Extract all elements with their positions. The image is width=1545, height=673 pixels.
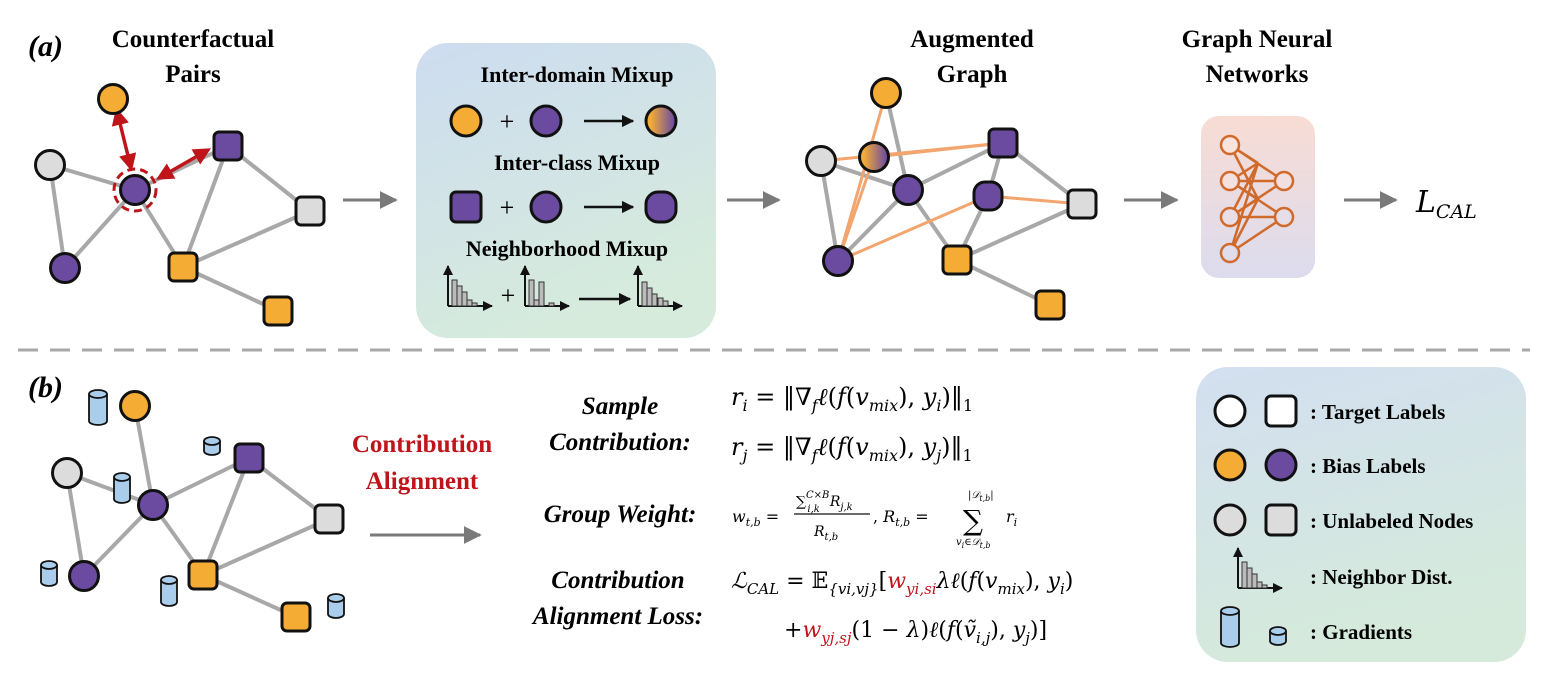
- gnn-title-line2: Networks: [1206, 61, 1309, 88]
- augmented-mixed-edges: [820, 92, 1083, 263]
- counterfactual-graph-nodes: [34, 83, 326, 327]
- contribution-alignment-line2: Alignment: [366, 468, 479, 495]
- inter-class-mixup-label: Inter-class Mixup: [494, 150, 660, 175]
- mixup-box: [416, 43, 716, 338]
- gradient-cylinders: [40, 389, 345, 619]
- inter-class-row: +: [449, 190, 678, 224]
- svg-text:rj = ‖∇fℓ(f(vmix), yj)‖1: rj = ‖∇fℓ(f(vmix), yj)‖1: [731, 433, 973, 465]
- gnn-title-line1: Graph Neural: [1182, 26, 1333, 53]
- counterfactual-graph-edges: [48, 144, 312, 313]
- counterfactual-title-line1: Counterfactual: [112, 26, 275, 53]
- node-purple-square: [212, 130, 244, 162]
- inter-domain-row: +: [449, 104, 678, 138]
- panel-a-tag: (a): [28, 30, 63, 63]
- group-weight-label: Group Weight:: [544, 501, 697, 528]
- svg-text:: Target Labels: : Target Labels: [1310, 400, 1445, 424]
- svg-text:: Unlabeled Nodes: : Unlabeled Nodes: [1310, 509, 1473, 533]
- bias-graph-nodes: [51, 390, 345, 633]
- svg-text:Rt,b: Rt,b: [813, 524, 838, 543]
- formula-cal-loss: ℒCAL = 𝔼{vi,vj}[wyi,siλℓ(f(vmix), yi) +w…: [731, 569, 1073, 647]
- formula-group-weight: wt,b = ∑C×B i,k Rj,k Rt,b , Rt,b = |𝒟t,b| …: [732, 490, 1017, 550]
- node-gray-square: [294, 195, 326, 227]
- mixed-node: [858, 141, 890, 173]
- svg-text:∑: ∑: [963, 504, 983, 537]
- loss-output: LCAL: [1415, 185, 1477, 223]
- mixed-node: [644, 104, 678, 138]
- anchor-dashed-ring: [112, 167, 158, 213]
- plus-sign: +: [500, 107, 515, 136]
- sample-contribution-label-line2: Contribution:: [549, 429, 691, 456]
- node-purple-circle-anchor: [119, 174, 151, 206]
- augmented-title-line2: Graph: [937, 61, 1008, 88]
- legend-target-labels: : Target Labels: [1213, 394, 1445, 428]
- gradient-icon-medium: [40, 560, 58, 587]
- formula-rj: rj = ‖∇fℓ(f(vmix), yj)‖1: [731, 433, 973, 465]
- inter-domain-mixup-label: Inter-domain Mixup: [481, 62, 674, 87]
- neighbor-dist-icon: [520, 265, 570, 311]
- panel-b-tag: (b): [28, 371, 63, 404]
- gradient-icon-medium: [327, 593, 345, 619]
- neighbor-dist-icon: [1233, 547, 1283, 593]
- svg-text:ri: ri: [1006, 507, 1017, 529]
- contribution-alignment-line1: Contribution: [352, 431, 492, 458]
- gradient-icon-medium: [113, 472, 131, 504]
- cal-loss-label-line2: Alignment Loss:: [531, 603, 703, 630]
- neighbor-dist-icon: [443, 265, 493, 311]
- counterfactual-title-line2: Pairs: [165, 61, 221, 88]
- node-gray-circle: [34, 149, 66, 181]
- svg-text:ri = ‖∇fℓ(f(vmix), yi)‖1: ri = ‖∇fℓ(f(vmix), yi)‖1: [731, 383, 973, 415]
- node-purple-circle: [49, 252, 81, 284]
- svg-text:: Gradients: : Gradients: [1310, 620, 1412, 644]
- legend-unlabeled-nodes: : Unlabeled Nodes: [1213, 503, 1473, 537]
- neighborhood-mixup-label: Neighborhood Mixup: [466, 236, 668, 261]
- svg-text:|𝒟t,b|: |𝒟t,b|: [968, 490, 994, 503]
- svg-text:: Bias Labels: : Bias Labels: [1310, 454, 1426, 478]
- neighborhood-row: +: [443, 265, 683, 311]
- legend-gradients: : Gradients: [1220, 606, 1412, 648]
- augmented-title-line1: Augmented: [910, 26, 1034, 53]
- svg-text:ℒCAL = 𝔼{vi,vj}[wyi,siλℓ(f(vm: ℒCAL = 𝔼{vi,vj}[wyi,siλℓ(f(vmix), yi): [731, 569, 1073, 598]
- node-orange-circle: [97, 83, 129, 115]
- svg-text:: Neighbor Dist.: : Neighbor Dist.: [1310, 565, 1453, 589]
- neighbor-dist-icon: [633, 265, 683, 311]
- cal-loss-label-line1: Contribution: [551, 567, 684, 594]
- gradient-icon-small: [203, 436, 221, 456]
- gradient-icon-large: [88, 389, 108, 426]
- counterfactual-pair-arrows: [111, 107, 212, 180]
- gnn-network-icon: [1219, 134, 1295, 264]
- gradient-icon-large: [1220, 606, 1240, 648]
- svg-text:+: +: [500, 193, 515, 222]
- svg-text:wt,b =: wt,b =: [732, 507, 779, 529]
- node-orange-square: [167, 251, 199, 283]
- legend-neighbor-dist: : Neighbor Dist.: [1233, 547, 1453, 593]
- svg-text:vi∈𝒟t,b: vi∈𝒟t,b: [956, 537, 991, 550]
- node-orange-square-2: [262, 295, 294, 327]
- sample-contribution-label-line1: Sample: [582, 393, 658, 420]
- legend-bias-labels: : Bias Labels: [1213, 448, 1426, 482]
- svg-text:+wyj,sj(1 − λ)ℓ(f(ṽi,j), yj)]: +wyj,sj(1 − λ)ℓ(f(ṽi,j), yj)]: [784, 618, 1047, 647]
- svg-text:, Rt,b =: , Rt,b =: [873, 507, 929, 529]
- svg-text:+: +: [501, 281, 516, 310]
- gradient-icon-medium: [160, 575, 178, 607]
- augmented-graph-nodes: [805, 77, 1098, 321]
- svg-text:∑C×Bi,kRj,k: ∑C×B i,k Rj,k: [796, 490, 853, 515]
- gradient-icon-small: [1269, 626, 1287, 646]
- formula-ri: ri = ‖∇fℓ(f(vmix), yi)‖1: [731, 383, 973, 415]
